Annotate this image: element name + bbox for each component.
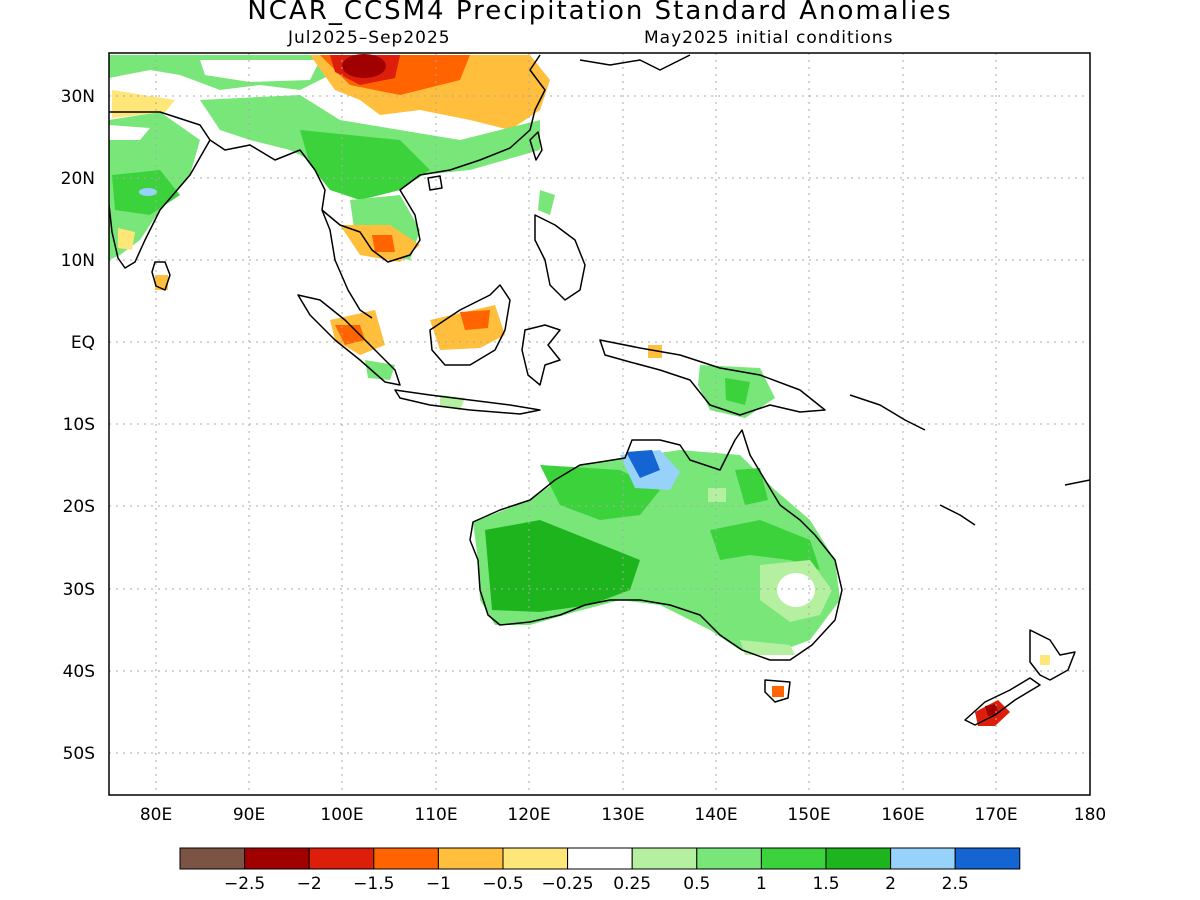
colorbar-label: −2 xyxy=(297,874,322,894)
latitude-label: 30N xyxy=(61,87,95,107)
latitude-label: 20S xyxy=(63,497,95,517)
latitude-label: 30S xyxy=(63,580,95,600)
colorbar-label: −1.5 xyxy=(353,874,394,894)
colorbar-label: 0.25 xyxy=(613,874,651,894)
longitude-label: 120E xyxy=(507,805,550,825)
anomaly-shading-asia xyxy=(109,54,555,290)
anomaly-shading-maritime xyxy=(330,305,775,418)
initial-conditions-label: May2025 initial conditions xyxy=(644,28,894,48)
longitude-label: 140E xyxy=(694,805,737,825)
plot-frame xyxy=(108,52,1091,796)
colorbar-label: −0.5 xyxy=(482,874,523,894)
colorbar-swatch xyxy=(760,847,827,870)
colorbar-label: 1.5 xyxy=(812,874,839,894)
map-plot-area xyxy=(109,53,1090,795)
longitude-labels: 80E 90E 100E 110E 120E 130E 140E 150E 160E 170E 18… xyxy=(140,805,1106,825)
longitude-label: 90E xyxy=(233,805,265,825)
colorbar-swatch xyxy=(890,847,956,870)
longitude-label: 80E xyxy=(140,805,172,825)
colorbar-label: 1 xyxy=(756,874,767,894)
latitude-label: EQ xyxy=(71,333,95,353)
anomaly-shading-australia xyxy=(473,450,840,697)
longitude-label: 130E xyxy=(601,805,644,825)
season-label: Jul2025–Sep2025 xyxy=(288,28,451,48)
colorbar xyxy=(179,847,1021,870)
longitude-label: 170E xyxy=(974,805,1017,825)
colorbar-swatch xyxy=(244,847,310,870)
graticule xyxy=(109,53,1090,795)
latitude-label: 20N xyxy=(61,169,95,189)
colorbar-swatch xyxy=(696,847,762,870)
colorbar-labels: −2.5 −2 −1.5 −1 −0.5 −0.25 0.25 0.5 1 1.5 2 2.5 xyxy=(224,874,969,894)
colorbar-label: 0.5 xyxy=(683,874,710,894)
longitude-label: 100E xyxy=(320,805,363,825)
colorbar-swatch xyxy=(502,847,569,870)
colorbar-swatch xyxy=(954,847,1021,870)
latitude-label: 10N xyxy=(61,251,95,271)
colorbar-label: 2.5 xyxy=(942,874,969,894)
colorbar-swatch xyxy=(825,847,892,870)
coastlines xyxy=(109,54,1090,726)
colorbar-swatch xyxy=(308,847,375,870)
latitude-label: 10S xyxy=(63,415,95,435)
colorbar-label: −0.25 xyxy=(542,874,594,894)
map-title: NCAR_CCSM4 Precipitation Standard Anomal… xyxy=(247,0,953,26)
longitude-label: 180 xyxy=(1074,805,1106,825)
longitude-label: 150E xyxy=(787,805,830,825)
colorbar-label: 2 xyxy=(885,874,896,894)
latitude-label: 50S xyxy=(63,744,95,764)
colorbar-swatch xyxy=(631,847,698,870)
colorbar-swatch xyxy=(437,847,504,870)
latitude-labels: 30N 20N 10N EQ 10S 20S 30S 40S 50S xyxy=(61,87,95,764)
colorbar-swatch xyxy=(567,847,633,870)
colorbar-label: −2.5 xyxy=(224,874,265,894)
longitude-label: 110E xyxy=(414,805,457,825)
latitude-label: 40S xyxy=(63,662,95,682)
anomaly-shading-newzealand xyxy=(975,655,1050,726)
colorbar-label: −1 xyxy=(426,874,451,894)
colorbar-swatch xyxy=(373,847,439,870)
colorbar-swatch xyxy=(179,847,246,870)
longitude-label: 160E xyxy=(881,805,924,825)
